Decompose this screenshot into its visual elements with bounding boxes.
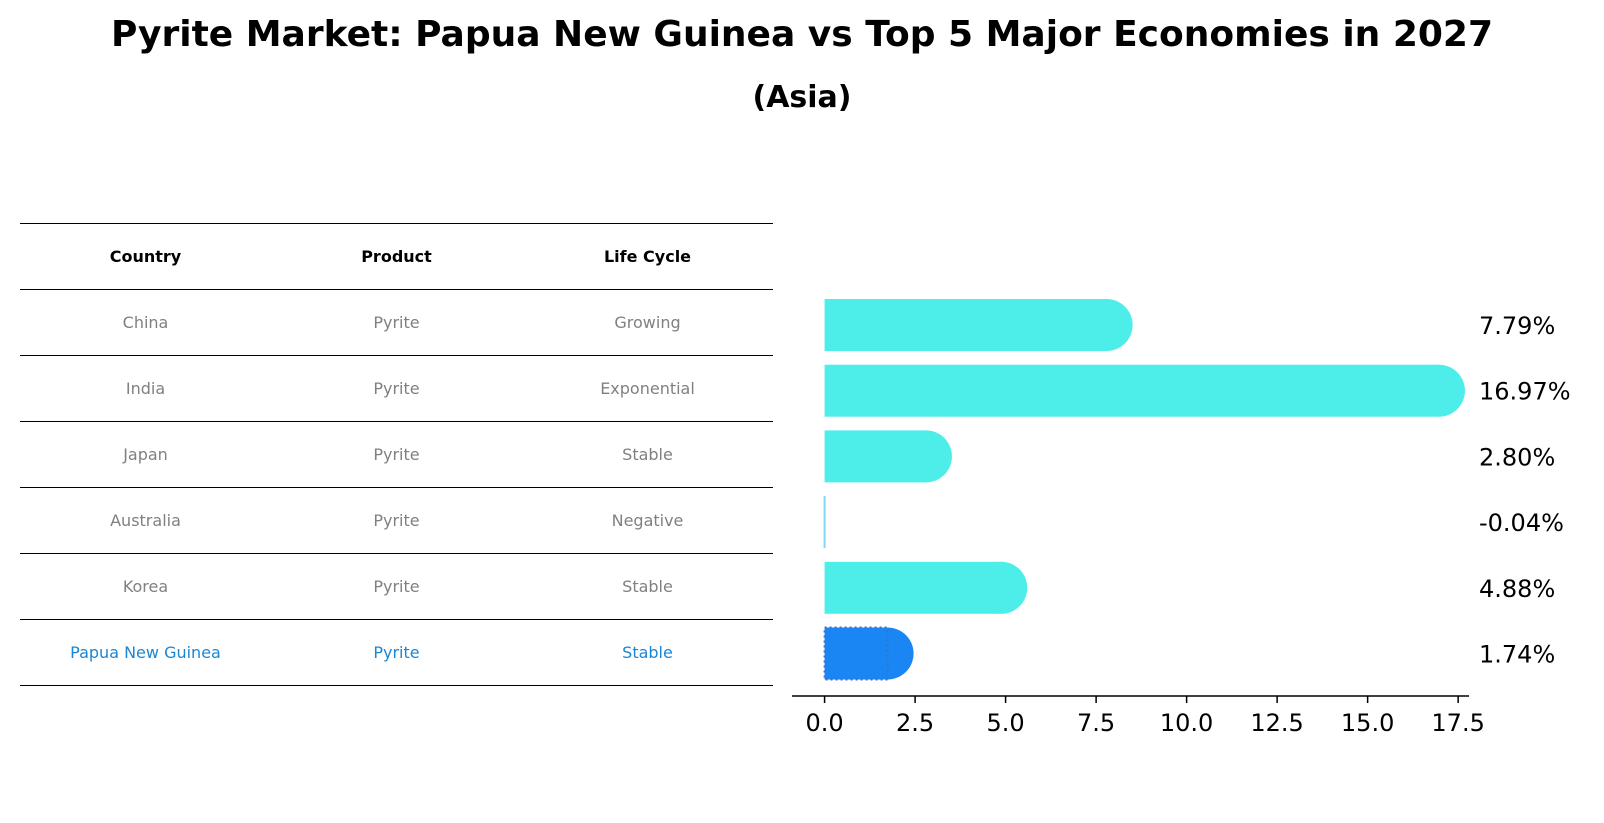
bar-value-label: -0.04%: [1479, 509, 1564, 537]
cell-life-cycle: Exponential: [600, 379, 695, 398]
x-tick-label: 10.0: [1160, 709, 1213, 737]
cell-life-cycle: Negative: [611, 511, 684, 530]
cell-country: India: [125, 379, 166, 398]
table-row: Korea Pyrite Stable: [20, 553, 773, 619]
cell-life-cycle: Stable: [622, 577, 673, 596]
x-tick-label: 5.0: [987, 709, 1025, 737]
x-tick-label: 15.0: [1341, 709, 1394, 737]
bar: [824, 561, 1002, 614]
table-row-highlight: Papua New Guinea Pyrite Stable: [20, 619, 773, 686]
cell-product: Pyrite: [373, 445, 420, 464]
cell-product: Pyrite: [373, 643, 420, 662]
chart-subtitle: (Asia): [752, 80, 852, 115]
bar-cap: [899, 430, 952, 483]
x-tick-label: 0.0: [805, 709, 843, 737]
cell-product: Pyrite: [373, 379, 420, 398]
cell-country: Papua New Guinea: [70, 643, 221, 662]
cell-life-cycle: Growing: [614, 313, 681, 332]
table-row: India Pyrite Exponential: [20, 355, 773, 421]
cell-product: Pyrite: [373, 577, 420, 596]
table-row: Australia Pyrite Negative: [20, 487, 773, 553]
bar-value-label: 16.97%: [1479, 378, 1571, 406]
table-row: China Pyrite Growing: [20, 289, 773, 355]
bar-value-label: 1.74%: [1479, 641, 1555, 669]
bar-value-label: 4.88%: [1479, 575, 1555, 603]
cell-country: China: [122, 313, 169, 332]
header-product: Product: [361, 247, 432, 266]
bar-value-label: 7.79%: [1479, 312, 1555, 340]
cell-product: Pyrite: [373, 511, 420, 530]
bar: [824, 364, 1439, 417]
x-tick-label: 12.5: [1250, 709, 1303, 737]
cell-country: Japan: [123, 445, 168, 464]
bar-cap: [1412, 364, 1465, 417]
bar-value-label: 2.80%: [1479, 443, 1555, 471]
bar-cap: [1080, 299, 1133, 351]
x-tick-label: 2.5: [896, 709, 934, 737]
cell-life-cycle: Stable: [622, 643, 673, 662]
bar: [823, 496, 826, 549]
cell-product: Pyrite: [373, 313, 420, 332]
x-tick-label: 17.5: [1431, 709, 1484, 737]
cell-life-cycle: Stable: [622, 445, 673, 464]
bar-highlight-outline: [823, 626, 889, 681]
table-header-row: Country Product Life Cycle: [20, 223, 773, 289]
header-country: Country: [109, 247, 182, 266]
cell-country: Korea: [122, 577, 169, 596]
table-row: Japan Pyrite Stable: [20, 421, 773, 487]
bar-cap: [861, 627, 914, 680]
bar: [824, 299, 1107, 351]
cell-country: Australia: [110, 511, 181, 530]
data-table: Country Product Life Cycle China Pyrite …: [20, 223, 773, 686]
chart-title: Pyrite Market: Papua New Guinea vs Top 5…: [110, 14, 1494, 55]
x-tick-label: 7.5: [1077, 709, 1115, 737]
header-life-cycle: Life Cycle: [603, 247, 692, 266]
bar-cap: [975, 561, 1028, 614]
